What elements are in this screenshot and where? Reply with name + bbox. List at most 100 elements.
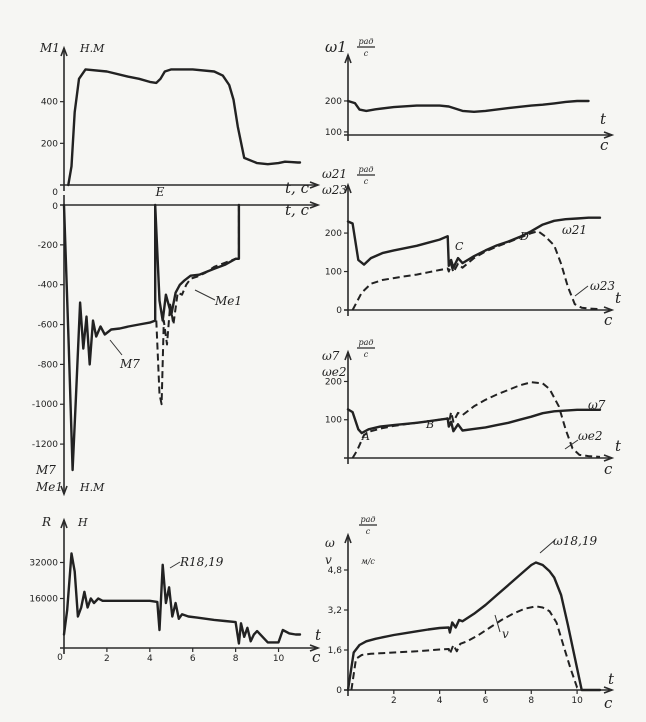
leader-v [494, 614, 501, 633]
y-tick-label: 0 [336, 306, 342, 316]
y-tick-label: 200 [325, 377, 342, 387]
series-line-v [350, 605, 583, 691]
x-axis-label-t: t [315, 626, 322, 644]
y-axis-unit: рад с [357, 165, 375, 186]
x-axis-label-c: c [604, 311, 613, 329]
series-line-Me1 [155, 205, 240, 406]
x-tick-label: 6 [483, 696, 489, 706]
annotation-w1819: ω18,19 [553, 534, 598, 548]
x-axis-label-t: t [615, 437, 622, 455]
x-axis-arrow [309, 644, 321, 652]
y-axis-arrow [60, 517, 68, 529]
y-axis-label-Me1: Me1 [35, 480, 63, 494]
y-tick-label: 100 [325, 128, 342, 138]
origin-label: 0 [52, 188, 58, 198]
x-tick-label: 10 [571, 696, 583, 706]
y-axis-arrow [344, 532, 352, 544]
x-axis-arrow [603, 686, 615, 694]
y-axis-unit: Н [77, 516, 88, 529]
annotation-w23: ω23 [590, 279, 615, 293]
y-tick-label: 16000 [29, 595, 58, 605]
series-line-M7 [62, 203, 241, 472]
y-tick-label: 4,8 [328, 566, 343, 576]
y-axis-unit-num: рад [359, 165, 374, 174]
y-tick-label: 100 [325, 416, 342, 426]
leader-M7 [109, 339, 123, 356]
x-tick-label: 4 [147, 654, 153, 664]
series-line-M1 [67, 68, 302, 187]
x-axis-label: t, c [285, 201, 310, 219]
y-tick-label: -400 [38, 281, 59, 291]
leader-w1819 [539, 539, 556, 554]
y-axis-unit-den: с [364, 49, 369, 58]
y-axis-arrow [344, 52, 352, 64]
y-tick-label: 400 [41, 98, 58, 108]
y-tick-label: 0 [336, 686, 342, 696]
x-tick-label: 2 [104, 654, 110, 664]
panel-marker-E: E [155, 185, 165, 199]
y-tick-label: 3,2 [328, 606, 342, 616]
point-label-A: A [361, 430, 370, 443]
series-line-ωe2 [351, 381, 601, 459]
y-tick-label: 200 [325, 229, 342, 239]
x-tick-label: 8 [528, 696, 534, 706]
x-axis-label-t: t [608, 670, 615, 688]
y-axis-unit-num: рад [359, 338, 374, 347]
y-axis-label: ω1 [325, 38, 347, 56]
x-axis-arrow [309, 201, 321, 209]
x-axis-arrow [603, 131, 615, 139]
y-axis-unit-den: с [364, 350, 369, 359]
y-axis-unit-num: рад [361, 515, 376, 524]
x-axis-label-c: c [604, 460, 613, 478]
y-tick-label: 200 [325, 97, 342, 107]
annotation-M7: M7 [119, 357, 140, 371]
x-axis-label: t, c [285, 179, 310, 197]
y-axis-label: ω21 [322, 167, 347, 181]
y-axis-unit-den: с [364, 177, 369, 186]
x-axis-arrow [603, 306, 615, 314]
series-line-R18,19 [62, 552, 302, 645]
y-tick-label: -200 [38, 241, 59, 251]
leader-we2 [564, 439, 579, 450]
y-axis-unit-num: рад [359, 37, 374, 46]
annotation-w7: ω7 [588, 398, 606, 412]
point-label-D: D [519, 230, 529, 243]
x-axis-label-c: c [600, 136, 609, 154]
y-tick-label: -1000 [32, 400, 58, 410]
x-axis-label-t: t [615, 289, 622, 307]
x-axis-arrow [309, 181, 321, 189]
y-axis-label: R [41, 515, 51, 529]
y-axis-label-M7: M7 [35, 463, 56, 477]
y-axis-unit: рад с [359, 515, 377, 536]
y-tick-label: 200 [41, 139, 58, 149]
series-line-ω21 [346, 216, 602, 269]
series-line-ω1 [346, 99, 590, 113]
leader-w23 [574, 285, 589, 297]
point-label-C: C [455, 240, 464, 253]
annotation-we2: ωe2 [578, 429, 603, 443]
y-axis-label-2: ω23 [322, 183, 347, 197]
y-axis-label: ω7 [322, 349, 340, 363]
leader-R [169, 561, 181, 569]
y-axis-unit-2: м/с [361, 557, 375, 566]
y-tick-label: 100 [325, 268, 342, 278]
y-axis-unit: рад с [357, 338, 375, 359]
y-axis-unit: Н.М [79, 481, 105, 494]
y-axis-unit: рад с [357, 37, 375, 58]
y-axis-arrow [344, 349, 352, 361]
series-line-ω18,19 [346, 561, 602, 692]
point-label-B: B [425, 418, 434, 431]
y-axis-label: ω [325, 536, 335, 550]
x-tick-label: 4 [437, 696, 443, 706]
annotation-R1819: R18,19 [179, 555, 224, 569]
y-tick-label: -800 [38, 360, 59, 370]
origin-label: 0 [52, 202, 58, 212]
y-tick-label: 1,6 [328, 646, 343, 656]
annotation-w21: ω21 [562, 223, 587, 237]
leader-Me1 [194, 289, 216, 301]
y-axis-arrow [60, 45, 68, 57]
x-axis-arrow [603, 454, 615, 462]
y-tick-label: -1200 [32, 440, 58, 450]
